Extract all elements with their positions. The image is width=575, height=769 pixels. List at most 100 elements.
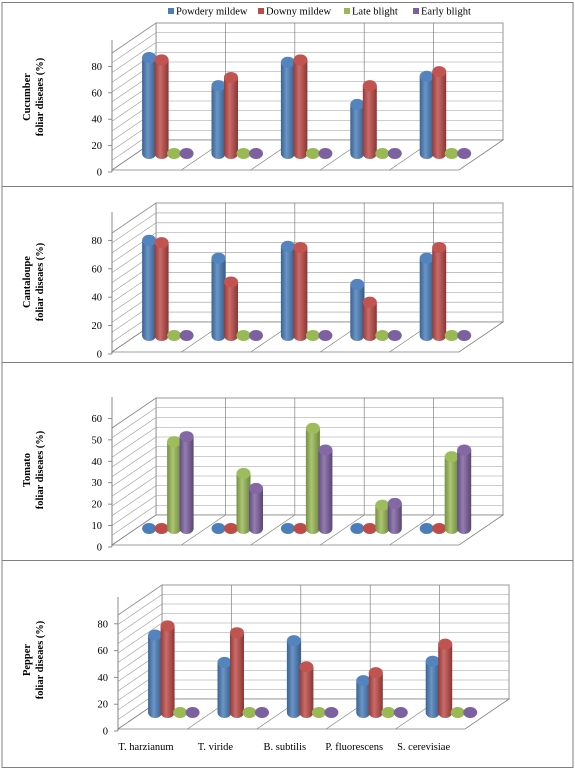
gridline bbox=[111, 495, 157, 526]
bar-top bbox=[318, 148, 333, 159]
bar bbox=[387, 330, 402, 341]
y-axis-title: Cucumber foliar diseaes (%) bbox=[22, 57, 46, 136]
bar bbox=[142, 234, 157, 341]
bar-body bbox=[444, 456, 459, 534]
legend-swatch bbox=[168, 8, 174, 14]
bar-top bbox=[148, 629, 163, 641]
bar bbox=[318, 148, 333, 159]
tick-label: 20 bbox=[98, 700, 109, 711]
legend-swatch bbox=[258, 8, 264, 14]
bar-top bbox=[154, 523, 169, 534]
bar-top bbox=[419, 252, 434, 264]
bar bbox=[211, 252, 226, 341]
tick-label: 40 bbox=[92, 457, 103, 468]
bar bbox=[293, 54, 308, 159]
gridline bbox=[117, 622, 163, 654]
bar-body bbox=[286, 640, 301, 718]
gridline bbox=[117, 594, 163, 625]
gridline bbox=[111, 456, 157, 487]
bar-body bbox=[142, 240, 157, 341]
bar-top bbox=[457, 444, 472, 456]
bar-top bbox=[444, 330, 459, 341]
bar bbox=[224, 276, 238, 341]
bar-top bbox=[217, 656, 232, 668]
gridline bbox=[111, 42, 157, 73]
chart-panel-1: 0 20 40 60 80 Cucumber foliar diseaes (%) bbox=[22, 22, 505, 179]
bar-top bbox=[350, 278, 365, 290]
bar bbox=[179, 431, 194, 534]
bar bbox=[142, 52, 157, 160]
bar-top bbox=[438, 638, 453, 650]
bar-top bbox=[167, 436, 182, 448]
bar-top bbox=[154, 237, 169, 249]
bar bbox=[236, 330, 251, 341]
bar bbox=[305, 330, 320, 341]
tick-label: 0 bbox=[97, 168, 102, 179]
bar bbox=[318, 444, 333, 534]
bar bbox=[425, 655, 440, 718]
bar-body bbox=[249, 488, 263, 534]
bar bbox=[375, 330, 390, 341]
category-divider bbox=[250, 514, 295, 546]
y-axis-title-line: foliar diseaes (%) bbox=[35, 620, 46, 699]
bar bbox=[318, 330, 333, 341]
bar-body bbox=[362, 302, 377, 341]
bar-top bbox=[211, 523, 226, 534]
bar bbox=[324, 707, 339, 718]
bar-top bbox=[142, 52, 157, 64]
y-axis-title-line: foliar diseaes (%) bbox=[35, 57, 46, 136]
tick-label: 80 bbox=[92, 236, 103, 247]
bar bbox=[311, 707, 326, 718]
bar bbox=[457, 330, 472, 341]
tick-label: 40 bbox=[92, 293, 103, 304]
bar bbox=[393, 707, 408, 718]
bar bbox=[280, 240, 295, 341]
bar bbox=[154, 237, 169, 341]
bar-top bbox=[419, 523, 434, 534]
bar-body bbox=[224, 77, 238, 159]
y-axis-title-line: Cucumber bbox=[22, 73, 33, 121]
legend-label: Late blight bbox=[352, 7, 398, 18]
panel-frame-4 bbox=[1, 560, 574, 768]
bar-top bbox=[179, 431, 194, 443]
tick-label: 0 bbox=[103, 727, 108, 738]
bar-top bbox=[318, 444, 333, 456]
bar-body bbox=[425, 661, 440, 718]
gridline bbox=[117, 584, 163, 616]
bar bbox=[160, 620, 175, 718]
bar-body bbox=[350, 104, 365, 159]
bar-top bbox=[324, 707, 339, 718]
bar-top bbox=[179, 148, 194, 159]
y-axis-title-line: foliar diseaes (%) bbox=[35, 242, 46, 321]
bar-top bbox=[236, 148, 251, 159]
bar-top bbox=[142, 523, 157, 534]
bar bbox=[362, 80, 377, 159]
bar bbox=[350, 523, 365, 534]
bar bbox=[179, 330, 194, 341]
bar bbox=[375, 148, 390, 159]
tick-label: 80 bbox=[98, 619, 109, 630]
bar bbox=[286, 635, 301, 718]
tick-label: 30 bbox=[92, 478, 103, 489]
legend-label: Powdery mildew bbox=[176, 7, 248, 18]
bar bbox=[450, 707, 465, 718]
legend-swatch bbox=[344, 8, 350, 14]
bar bbox=[230, 627, 244, 718]
bar-body bbox=[368, 672, 383, 718]
bar-body bbox=[438, 644, 453, 718]
bar bbox=[148, 629, 163, 718]
bar-top bbox=[224, 523, 238, 534]
bar bbox=[211, 80, 226, 159]
bar-body bbox=[362, 85, 377, 159]
y-axis-title: Cantaloupe foliar diseaes (%) bbox=[22, 242, 46, 321]
bar bbox=[236, 467, 251, 534]
bar bbox=[305, 148, 320, 159]
bar bbox=[362, 523, 377, 534]
bar-body bbox=[280, 62, 295, 159]
bar-top bbox=[356, 675, 371, 687]
bar-top bbox=[381, 707, 396, 718]
bar-top bbox=[154, 54, 169, 66]
bar-body bbox=[293, 247, 308, 341]
category-divider bbox=[389, 514, 434, 546]
